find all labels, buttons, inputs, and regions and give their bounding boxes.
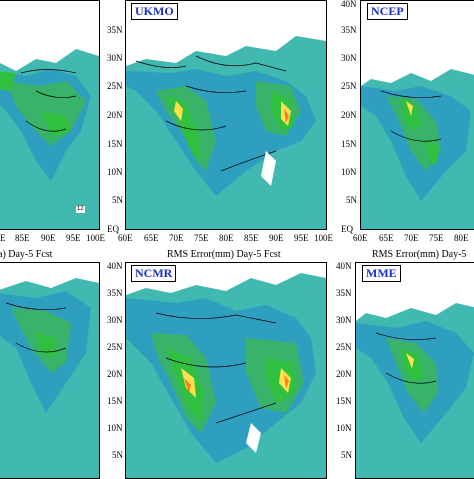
lon-tick-label: 70E — [169, 233, 184, 243]
lat-tick-label: 35N — [341, 25, 357, 35]
x-tick-label: 100E — [86, 233, 105, 243]
lat-tick-label: EQ — [341, 224, 353, 234]
lon-tick-label: 70E — [404, 233, 419, 243]
lat-tick-label: 30N — [107, 315, 123, 325]
lon-tick-label: 60E — [353, 233, 368, 243]
lon-tick-label: 100E — [314, 233, 333, 243]
x-tick-label: 95E — [66, 233, 81, 243]
lat-tick-label: 15N — [341, 139, 357, 149]
panel-label-ncep: NCEP — [367, 3, 408, 20]
ncep-map — [361, 1, 474, 229]
panel-mme: MME — [355, 262, 474, 479]
panel-ukmo: UKMO — [125, 0, 327, 230]
caption-middle: RMS Error(mm) Day-5 Fcst — [167, 249, 281, 260]
lat-tick-label: 35N — [107, 288, 123, 298]
panel-ncep: NCEP — [360, 0, 474, 230]
lat-tick-label: 15N — [107, 139, 123, 149]
bottom-left-map — [0, 263, 99, 478]
lat-tick-label: 20N — [107, 110, 123, 120]
lat-tick-label: 30N — [336, 315, 352, 325]
lat-tick-label: 20N — [336, 369, 352, 379]
lat-tick-label: 40N — [107, 261, 123, 271]
lat-tick-label: 10N — [336, 423, 352, 433]
lat-tick-label: EQ — [107, 224, 119, 234]
lat-tick-label: 10N — [107, 423, 123, 433]
lat-tick-label: 5N — [112, 195, 123, 205]
lat-tick-label: 15N — [107, 396, 123, 406]
lat-tick-label: 25N — [107, 342, 123, 352]
lon-tick-label: 65E — [144, 233, 159, 243]
lat-tick-label: 30N — [107, 53, 123, 63]
lat-tick-label: 35N — [336, 288, 352, 298]
lon-tick-label: 75E — [194, 233, 209, 243]
lon-tick-label: 60E — [118, 233, 133, 243]
lon-tick-label: 85E — [244, 233, 259, 243]
panel-label-ukmo: UKMO — [131, 3, 178, 20]
lat-tick-label: 5N — [341, 450, 352, 460]
panel-label-ncmr: NCMR — [131, 265, 177, 282]
panel-label-mme: MME — [362, 265, 401, 282]
lat-tick-label: 25N — [336, 342, 352, 352]
caption-right: RMS Error(mm) Day-5 — [372, 249, 467, 260]
x-tick-label: E — [0, 233, 6, 243]
x-tick-label: 85E — [15, 233, 30, 243]
lat-tick-label: 5N — [346, 195, 357, 205]
contour-label: 12 — [76, 206, 85, 213]
lat-tick-label: 10N — [107, 167, 123, 177]
panel-top-left: 12 — [0, 0, 100, 230]
panel-ncmr: NCMR — [125, 262, 327, 479]
x-tick-label: 90E — [41, 233, 56, 243]
lon-tick-label: 95E — [294, 233, 309, 243]
lat-tick-label: 25N — [107, 81, 123, 91]
lon-tick-label: 65E — [379, 233, 394, 243]
lat-tick-label: 20N — [107, 369, 123, 379]
panel-bottom-left — [0, 262, 100, 479]
lat-tick-label: 40N — [341, 0, 357, 9]
lat-tick-label: 30N — [341, 53, 357, 63]
lat-tick-label: 15N — [336, 396, 352, 406]
lon-tick-label: 80E — [219, 233, 234, 243]
lat-tick-label: 25N — [341, 81, 357, 91]
top-left-map — [0, 1, 99, 229]
ukmo-map — [126, 1, 326, 229]
lon-tick-label: 80E — [454, 233, 469, 243]
lat-tick-label: 20N — [341, 110, 357, 120]
caption-left: a) Day-5 Fcst — [0, 249, 53, 260]
lon-tick-label: 90E — [269, 233, 284, 243]
mme-map — [356, 263, 474, 478]
lon-tick-label: 75E — [429, 233, 444, 243]
lat-tick-label: 40N — [336, 261, 352, 271]
lat-tick-label: 10N — [341, 167, 357, 177]
lat-tick-label: 5N — [112, 450, 123, 460]
lat-tick-label: 35N — [107, 25, 123, 35]
ncmr-map — [126, 263, 326, 478]
